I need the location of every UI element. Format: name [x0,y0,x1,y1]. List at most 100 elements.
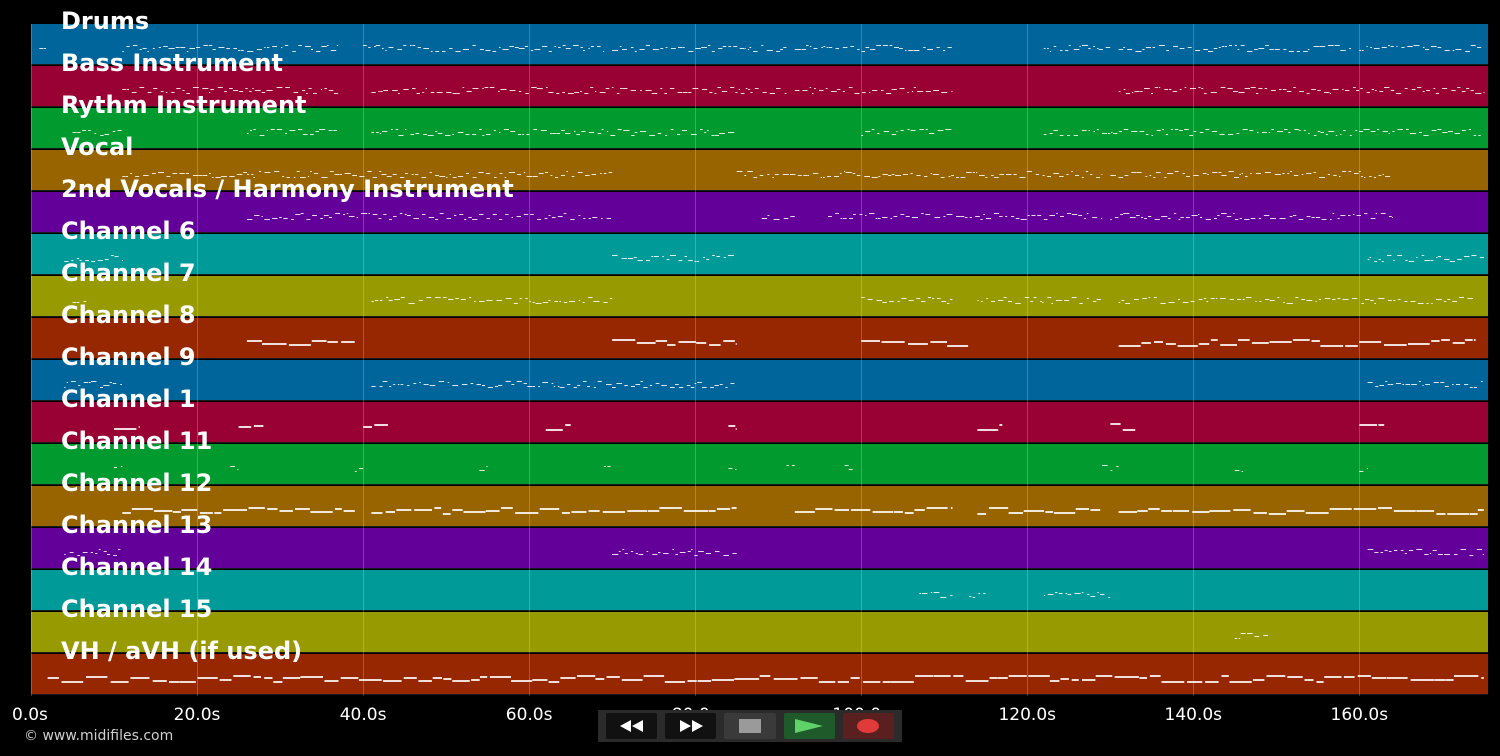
note-mark [1378,424,1385,426]
track-row[interactable]: Channel 14 [31,553,1488,611]
note-mark [1433,382,1439,383]
note-mark [837,681,849,683]
note-mark [1235,219,1239,220]
note-mark [875,218,878,219]
note-mark [1118,177,1124,178]
note-mark [499,219,503,220]
note-mark [951,91,953,92]
note-mark [1013,174,1017,175]
note-mark [1065,50,1069,51]
note-mark [527,386,533,387]
note-mark [1475,93,1482,94]
note-mark [122,89,127,90]
track-row[interactable]: Channel 12 [31,469,1488,527]
note-mark [759,175,764,176]
note-mark [1187,681,1203,683]
note-mark [1120,214,1123,215]
note-mark [1393,260,1395,261]
note-mark [1476,549,1483,550]
note-mark [1361,176,1363,177]
note-mark [655,383,660,384]
note-mark [523,214,529,215]
note-mark [1241,471,1244,472]
note-mark [588,297,593,298]
stop-button[interactable] [724,713,776,739]
track-row[interactable]: 2nd Vocals / Harmony Instrument [31,175,1488,233]
note-mark [219,679,232,681]
track-row[interactable]: Channel 15 [31,595,1488,653]
note-mark [1139,677,1147,679]
track-row[interactable]: Channel 9 [31,343,1488,401]
note-mark [631,135,635,136]
note-mark [557,386,560,387]
note-mark [91,261,96,262]
track-notes [246,339,1476,347]
track-row[interactable]: Vocal [31,133,1488,191]
track-row[interactable]: Channel 7 [31,259,1488,317]
play-button[interactable] [783,713,835,739]
note-mark [416,93,420,94]
note-mark [529,301,531,302]
track-row[interactable]: Channel 11 [31,427,1488,485]
note-mark [845,172,852,173]
note-mark [333,130,338,131]
note-mark [1379,91,1384,92]
note-mark [548,92,554,93]
track-row[interactable]: Channel 6 [31,217,1488,275]
note-mark [1366,468,1368,469]
track-row[interactable]: Bass Instrument [31,49,1488,107]
note-mark [947,345,969,347]
note-mark [538,386,540,387]
rewind-button[interactable] [606,713,658,739]
note-mark [1271,90,1276,91]
track-row[interactable]: Channel 8 [31,301,1488,359]
track-row[interactable]: Channel 1 [31,385,1488,443]
note-mark [1081,45,1089,46]
note-mark [1259,301,1262,302]
track-row[interactable]: VH / aVH (if used) [31,637,1488,695]
note-mark [1431,340,1440,342]
note-mark [902,174,908,175]
note-mark [780,49,783,50]
note-mark [302,134,308,135]
track-row[interactable]: Drums [31,7,1488,65]
note-mark [340,677,359,679]
note-mark [621,258,627,259]
record-button[interactable] [842,713,895,739]
note-mark [1179,89,1182,90]
note-mark [1233,213,1235,214]
note-mark [374,300,379,301]
note-mark [993,213,1000,214]
track-row[interactable]: Channel 13 [31,511,1488,569]
note-mark [379,300,383,301]
note-mark [1481,381,1483,382]
note-mark [682,92,688,93]
note-mark [1059,176,1064,177]
note-mark [1483,92,1485,93]
note-mark [1208,51,1214,52]
note-mark [117,549,121,550]
track-row[interactable]: Rythm Instrument [31,91,1488,149]
note-mark [797,175,802,176]
note-mark [373,46,376,47]
note-mark [999,424,1003,426]
note-mark [1356,90,1360,91]
track-label: Drums [61,7,150,35]
note-mark [1349,48,1351,49]
note-mark [1294,129,1299,130]
note-mark [1329,508,1352,510]
note-mark [612,255,618,256]
note-mark [1167,173,1174,174]
note-mark [439,213,444,214]
piano-roll[interactable]: Drums Bass Instrument Rythm Instrument Voca… [31,7,1488,696]
note-mark [937,130,944,131]
note-mark [556,133,561,134]
note-mark [131,508,153,510]
note-mark [1218,172,1222,173]
note-mark [505,214,509,215]
note-mark [985,177,988,178]
note-mark [536,88,543,89]
note-mark [679,387,684,388]
fast-forward-button[interactable] [665,713,717,739]
note-mark [882,174,888,175]
